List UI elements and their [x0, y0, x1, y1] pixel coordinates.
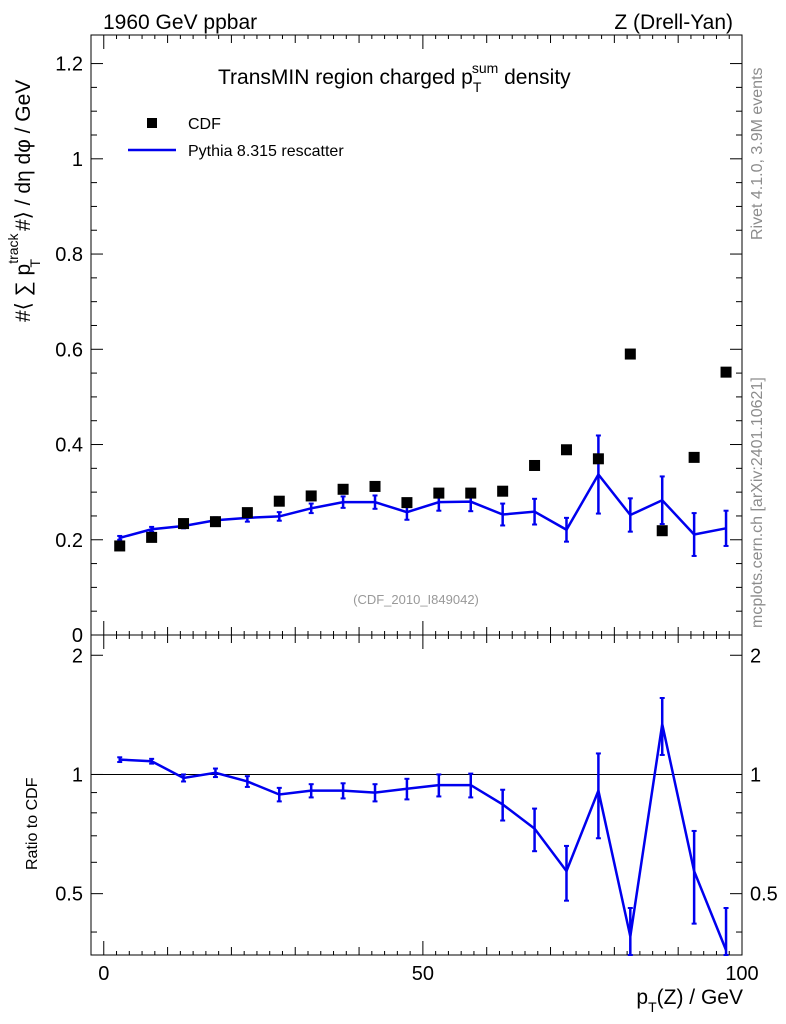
main-y-axis-label: #⟨ ∑ ptrack T #⟩ / dη dφ / GeV	[5, 80, 43, 322]
pythia-line	[119, 472, 727, 540]
mcplots-label: mcplots.cern.ch [arXiv:2401.10621]	[749, 377, 766, 628]
main-y-tick-labels: 0 0.2 0.4 0.6 0.8 1 1.2	[55, 54, 83, 647]
cdf-point	[624, 348, 636, 360]
cdf-point	[560, 444, 572, 456]
x-tick-labels: 0 50 100	[98, 963, 758, 985]
legend-pythia-label: Pythia 8.315 rescatter	[188, 143, 344, 160]
cdf-point	[337, 483, 349, 495]
legend-cdf-marker	[147, 118, 157, 128]
cdf-point	[433, 487, 445, 499]
main-title-sup: sum	[472, 60, 498, 76]
main-y-tick-label: 0.6	[55, 339, 83, 361]
cdf-point	[529, 459, 541, 471]
main-ticks	[91, 35, 743, 636]
main-y-tick-label: 1.2	[55, 54, 83, 76]
cdf-point	[401, 497, 413, 509]
main-ylabel-sub: T	[27, 258, 43, 267]
cdf-point	[369, 480, 381, 492]
cdf-point	[305, 490, 317, 502]
main-ylabel-sup: track	[5, 232, 21, 263]
cdf-point	[465, 487, 477, 499]
xlabel-post: (Z) / GeV	[657, 986, 743, 1009]
x-tick-label: 50	[412, 963, 434, 985]
main-title-text: TransMIN region charged p	[218, 66, 473, 89]
cdf-point	[592, 453, 604, 465]
legend-cdf-label: CDF	[188, 116, 221, 133]
xlabel-sub: T	[648, 999, 657, 1015]
ratio-ticks	[91, 635, 743, 955]
cdf-point	[720, 366, 732, 378]
cdf-point	[241, 507, 253, 519]
main-y-tick-label: 0	[72, 625, 83, 647]
main-ylabel-post: #⟩ / dη dφ / GeV	[12, 80, 35, 237]
x-tick-label: 0	[98, 963, 109, 985]
ratio-y-tick-label-right: 0.5	[750, 884, 778, 906]
ratio-line	[119, 723, 728, 951]
main-title-sub: T	[473, 79, 482, 95]
header-process: Z (Drell-Yan)	[614, 11, 733, 34]
ratio-y-tick-label: 2	[72, 645, 83, 667]
ratio-y-tick-label-right: 1	[750, 764, 761, 786]
main-title-end: density	[498, 66, 571, 89]
x-axis-label: pT(Z) / GeV	[636, 986, 743, 1015]
main-y-tick-label: 1	[72, 149, 83, 171]
main-title: TransMIN region charged pTsum density	[218, 60, 571, 95]
cdf-point	[146, 531, 158, 543]
main-data-marks	[114, 348, 732, 557]
main-y-tick-label: 0.2	[55, 530, 83, 552]
ratio-y-tick-label: 1	[72, 764, 83, 786]
cdf-point	[497, 485, 509, 497]
ratio-y-tick-label: 0.5	[55, 884, 83, 906]
main-y-tick-label: 0.8	[55, 244, 83, 266]
ratio-y-axis-label: Ratio to CDF	[24, 777, 41, 870]
cdf-point	[209, 516, 221, 528]
ratio-data-marks	[91, 696, 742, 956]
main-ylabel-pre: #⟨ ∑ p	[12, 264, 35, 322]
cdf-point	[656, 525, 668, 537]
ratio-plot-frame	[90, 634, 743, 956]
ratio-y-tick-label-right: 2	[750, 645, 761, 667]
ratio-y-tick-labels: 0.5 0.5 1 1 2 2	[55, 645, 778, 905]
cdf-point	[114, 540, 126, 552]
xlabel-pre: p	[636, 986, 648, 1009]
main-y-tick-label: 0.4	[55, 435, 83, 457]
header-energy: 1960 GeV ppbar	[103, 11, 257, 34]
cdf-point	[178, 518, 190, 530]
cdf-point	[273, 495, 285, 507]
cdf-point	[688, 451, 700, 463]
x-tick-label: 100	[725, 963, 758, 985]
rivet-label: Rivet 4.1.0, 3.9M events	[749, 67, 766, 240]
analysis-watermark: (CDF_2010_I849042)	[353, 592, 479, 607]
